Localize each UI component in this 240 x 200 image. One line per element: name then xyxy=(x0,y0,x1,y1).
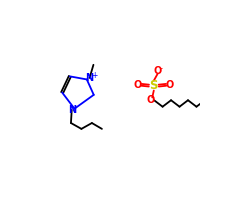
Text: O: O xyxy=(166,80,174,90)
Text: N: N xyxy=(85,73,94,83)
Text: -: - xyxy=(160,64,163,73)
Text: O: O xyxy=(147,95,155,105)
Text: O: O xyxy=(154,66,162,76)
Text: O: O xyxy=(133,80,142,90)
Text: +: + xyxy=(91,71,98,80)
Text: S: S xyxy=(150,79,158,92)
Text: N: N xyxy=(68,105,76,115)
